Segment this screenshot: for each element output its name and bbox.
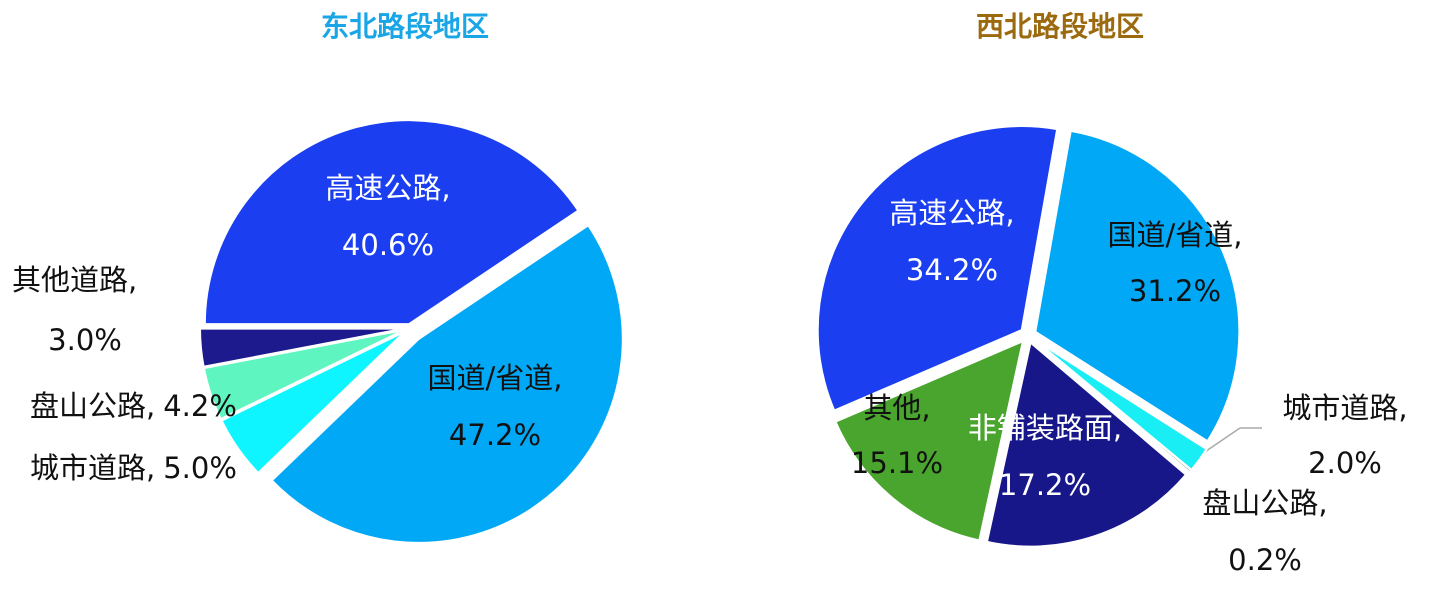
pie-slice: [270, 223, 624, 544]
slice-label: 国道/省道,: [428, 361, 563, 395]
value-label: 40.6%: [342, 228, 434, 262]
pie-slice: [834, 339, 1025, 542]
value-label: 15.1%: [851, 446, 943, 480]
value-label: 2.0%: [1308, 446, 1382, 480]
chart-title: 东北路段地区: [321, 10, 489, 43]
slice-label: 其他,: [863, 391, 930, 425]
slice-label: 城市道路, 5.0%: [30, 451, 237, 485]
slice-label: 高速公路,: [325, 171, 450, 205]
chart-title: 西北路段地区: [976, 10, 1144, 43]
pie-slice: [1033, 339, 1193, 474]
value-label: 31.2%: [1129, 274, 1221, 308]
slice-label: 盘山公路,: [1202, 486, 1327, 520]
value-label: 34.2%: [906, 253, 998, 287]
pie-slice: [985, 340, 1188, 548]
value-label: 5.0%: [163, 451, 237, 485]
pie-slice: [1034, 129, 1241, 443]
slice-label: 高速公路,: [889, 196, 1014, 230]
slice-label: 盘山公路, 4.2%: [30, 389, 237, 423]
pie-slice: [202, 328, 405, 421]
slice-label: 国道/省道,: [1108, 218, 1243, 252]
slice-label: 其他道路,: [12, 263, 137, 297]
value-label: 3.0%: [48, 323, 122, 357]
pie-slice: [220, 330, 406, 475]
value-label: 47.2%: [449, 418, 541, 452]
slice-label: 非铺装路面,: [968, 411, 1122, 445]
value-label: 0.2%: [1228, 543, 1302, 577]
pie-slice: [203, 119, 580, 326]
value-label: 4.2%: [163, 389, 237, 423]
pie-slice: [816, 125, 1059, 412]
pie-slice: [199, 327, 405, 368]
category-name: 城市道路,: [30, 451, 155, 485]
slice-label: 城市道路,: [1282, 391, 1407, 425]
value-label: 17.2%: [999, 468, 1091, 502]
category-name: 盘山公路,: [30, 389, 155, 423]
